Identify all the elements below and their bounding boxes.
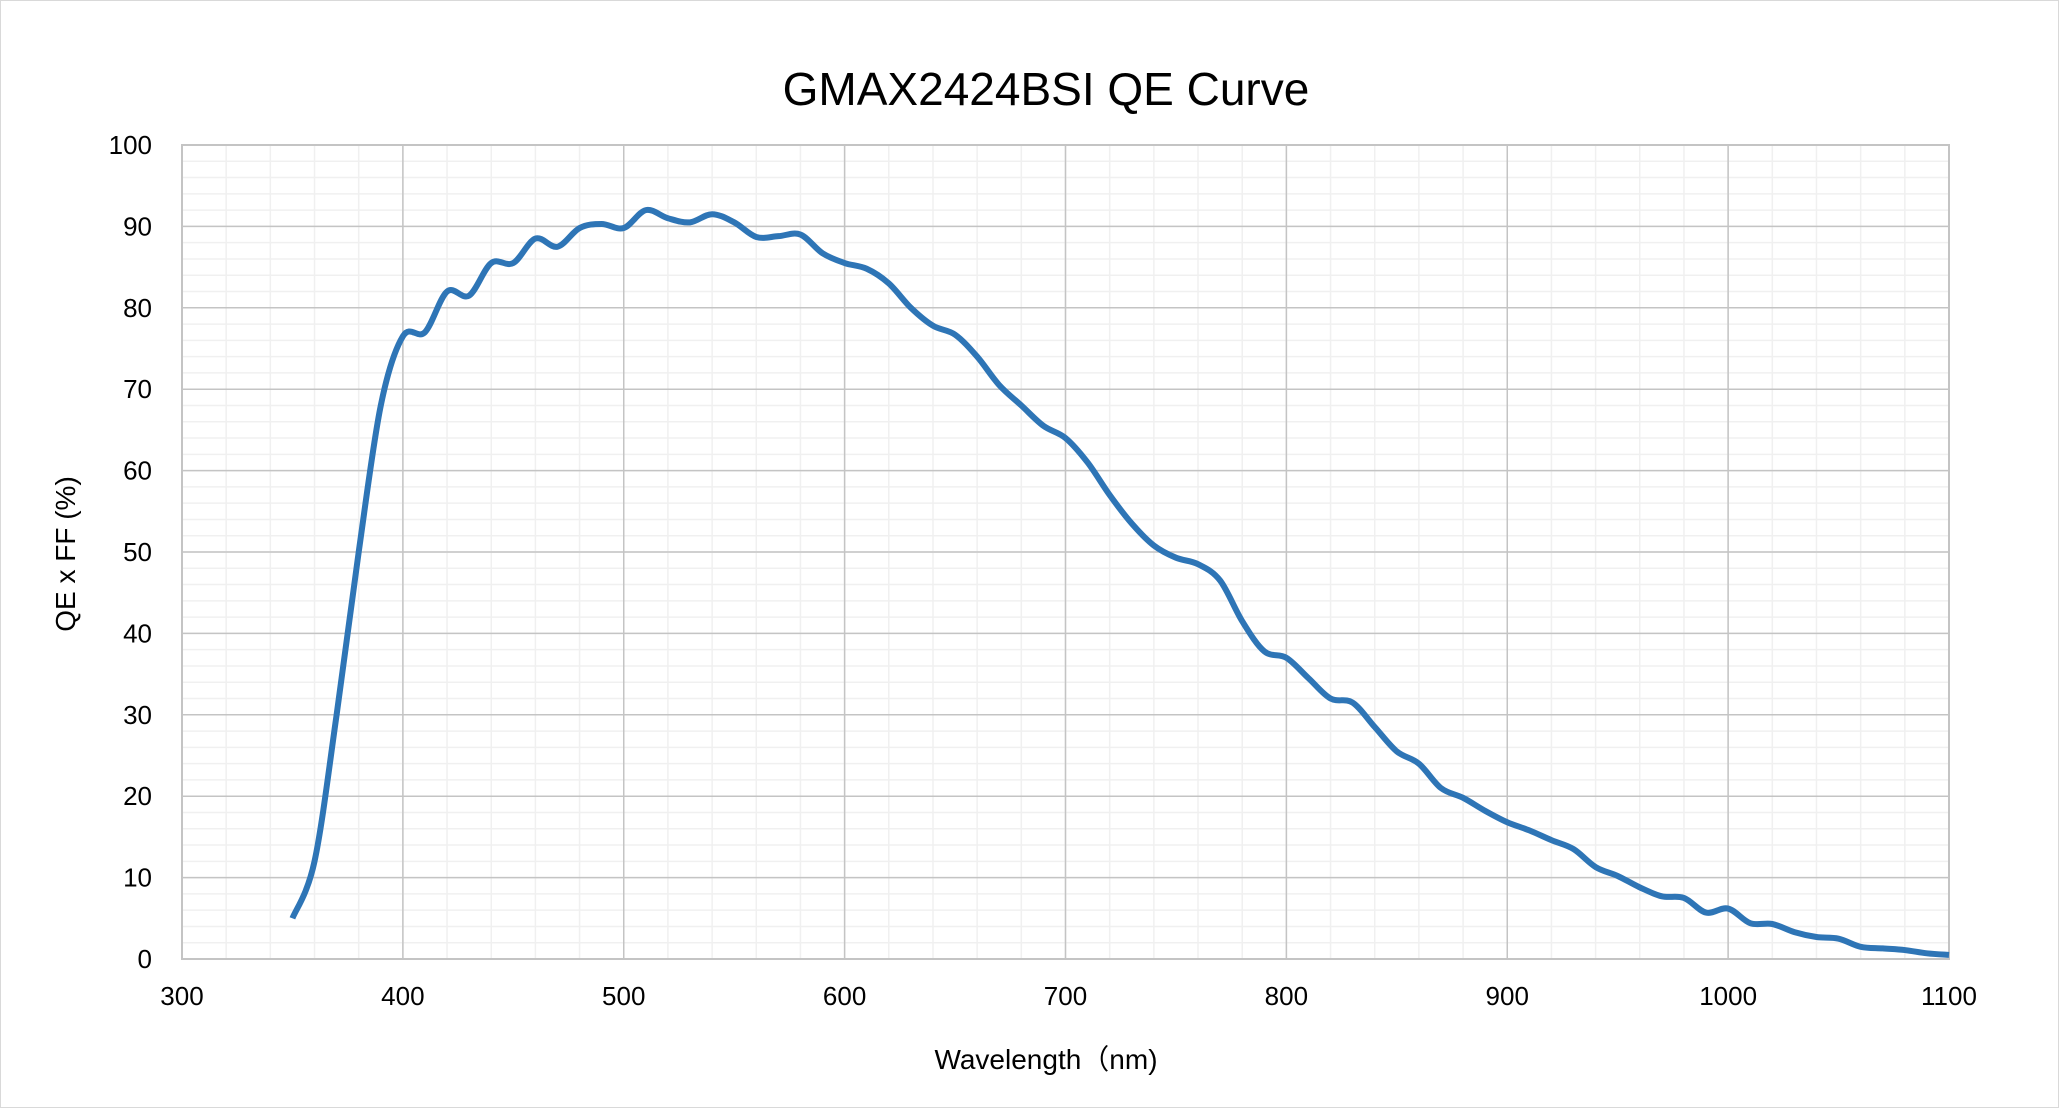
x-tick-label: 800 bbox=[1265, 981, 1308, 1011]
chart-title: GMAX2424BSI QE Curve bbox=[783, 63, 1310, 115]
x-tick-label: 500 bbox=[602, 981, 645, 1011]
x-tick-label: 1100 bbox=[1921, 981, 1977, 1011]
y-tick-label: 50 bbox=[123, 537, 152, 567]
x-tick-label: 400 bbox=[381, 981, 424, 1011]
y-tick-label: 60 bbox=[123, 456, 152, 486]
y-tick-label: 20 bbox=[123, 781, 152, 811]
y-tick-label: 30 bbox=[123, 700, 152, 730]
x-tick-label: 900 bbox=[1486, 981, 1529, 1011]
y-tick-label: 90 bbox=[123, 211, 152, 241]
plot-border bbox=[181, 144, 1950, 960]
y-tick-label: 100 bbox=[109, 130, 152, 160]
x-tick-labels: 300 400 500 600 700 800 900 1000 1100 bbox=[160, 981, 1977, 1011]
y-tick-label: 70 bbox=[123, 374, 152, 404]
x-tick-label: 600 bbox=[823, 981, 866, 1011]
x-axis-label: Wavelength（nm) bbox=[934, 1044, 1157, 1075]
qe-series-line bbox=[289, 206, 1950, 958]
major-grid bbox=[181, 144, 1950, 960]
x-tick-label: 700 bbox=[1044, 981, 1087, 1011]
x-tick-label: 1000 bbox=[1699, 981, 1757, 1011]
y-tick-label: 40 bbox=[123, 618, 152, 648]
y-tick-label: 0 bbox=[138, 944, 152, 974]
y-tick-label: 10 bbox=[123, 863, 152, 893]
y-axis-label: QE x FF (%) bbox=[50, 476, 81, 632]
y-tick-labels: 0 10 20 30 40 50 60 70 80 90 100 bbox=[109, 130, 152, 974]
x-tick-label: 300 bbox=[160, 981, 203, 1011]
y-tick-label: 80 bbox=[123, 293, 152, 323]
